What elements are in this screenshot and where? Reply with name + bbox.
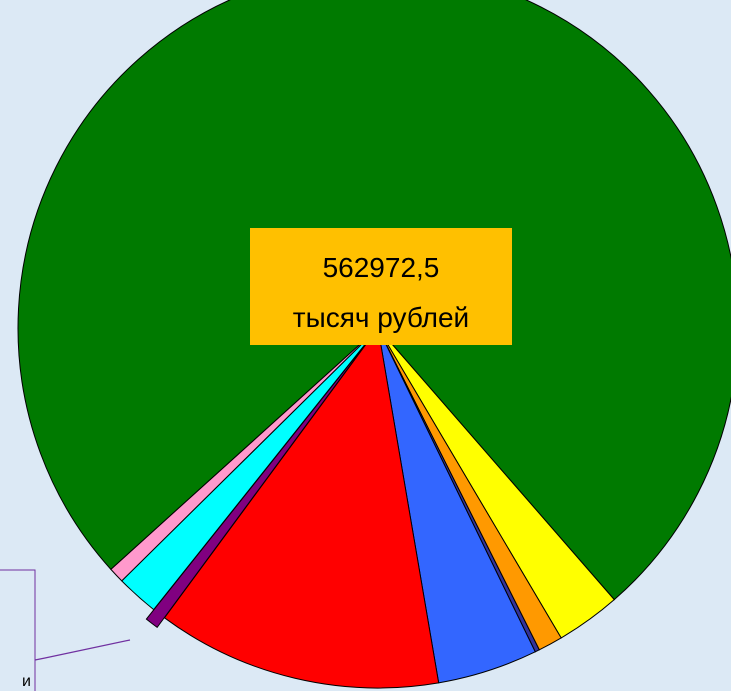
label-line: тысяч рублей	[293, 302, 469, 333]
annotation: и	[22, 673, 31, 690]
leader-line	[34, 639, 131, 661]
callout-box	[0, 569, 36, 691]
label-line: 562972,5	[323, 252, 440, 283]
pie-slice	[145, 337, 372, 629]
pie-slice	[110, 327, 379, 582]
data-label: 562972,5 тысяч рублей	[293, 252, 469, 333]
labels: 562972,5 тысяч рублей	[250, 228, 512, 345]
pie-slice	[163, 326, 440, 689]
label-box	[250, 228, 512, 345]
